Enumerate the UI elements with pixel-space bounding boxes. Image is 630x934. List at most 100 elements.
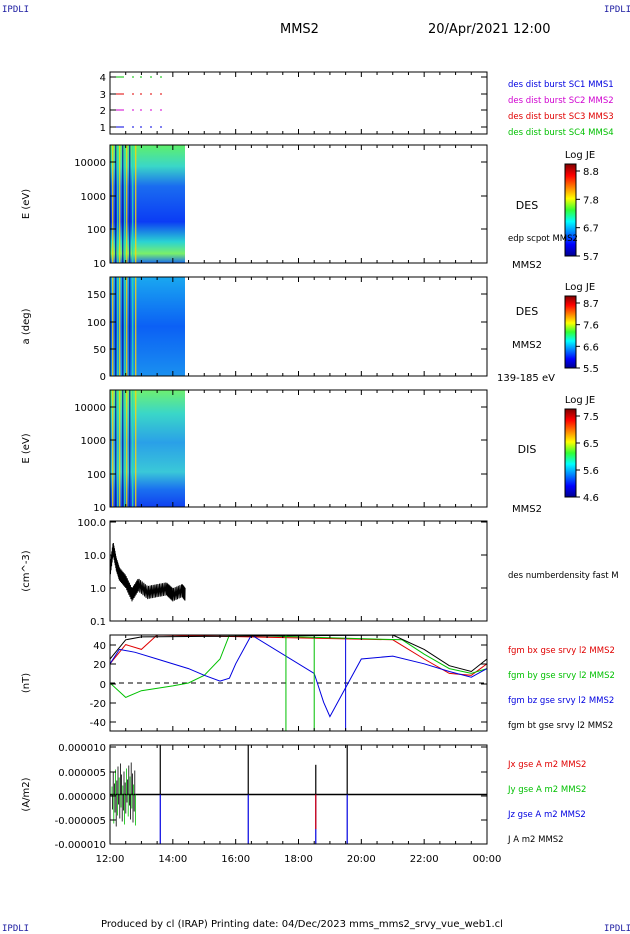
des-energy-spectrogram-stripe: [115, 145, 117, 263]
burst-dot: [150, 76, 152, 78]
current-legend-entry: Jx gse A m2 MMS2: [507, 760, 586, 770]
energy-range-label: 139-185 eV: [497, 373, 555, 384]
bfield-series-3: [110, 635, 487, 718]
y-tick-label: 20: [93, 660, 106, 671]
y-axis-label: (A/m2): [21, 777, 32, 811]
des-energy-spectrogram-stripe: [122, 145, 124, 263]
spectrogram-label: DES: [516, 305, 538, 318]
top-left-corner-label: IPDLI: [2, 5, 30, 15]
y-tick-label: -40: [90, 718, 106, 729]
dis-energy-spectrogram-stripe: [112, 390, 114, 507]
des-pitch-spectrogram-stripe: [115, 277, 117, 376]
y-tick-label: 40: [93, 641, 106, 652]
burst-dot: [132, 76, 134, 78]
des-pitch-spectrogram-stripe: [126, 277, 128, 376]
top-right-corner-label: IPDLI: [604, 5, 630, 15]
y-tick-label: 10000: [74, 403, 106, 414]
dis-energy-spectrogram-stripe: [122, 390, 124, 507]
y-tick-label: 100: [87, 225, 106, 236]
burst-dot: [140, 93, 142, 95]
y-tick-label: 0: [100, 372, 106, 383]
colorbar-tick-label: 8.7: [583, 299, 599, 310]
current-legend-entry: J A m2 MMS2: [507, 835, 564, 845]
burst-dot: [140, 109, 142, 111]
bfield-legend-entry: fgm by gse srvy l2 MMS2: [508, 671, 615, 681]
des-energy-spectrogram-stripe: [126, 145, 128, 263]
des-pitch-spectrogram-stripe: [132, 277, 134, 376]
dis-energy-spectrogram-stripe: [117, 390, 119, 507]
y-tick-label: -0.000005: [55, 816, 106, 827]
dis-energy-spectrogram-stripe: [129, 390, 131, 507]
density-legend: des numberdensity fast M: [508, 571, 619, 581]
spectrogram-label: DES: [516, 199, 538, 212]
dis-energy-spectrogram-stripe: [132, 390, 134, 507]
burst-dot: [150, 93, 152, 95]
des-pitch-spectrogram: [110, 277, 185, 376]
dis-energy-spectrogram-stripe: [115, 390, 117, 507]
colorbar-tick-label: 7.8: [583, 195, 599, 206]
burst-dot: [160, 93, 162, 95]
x-tick-label: 22:00: [410, 854, 439, 865]
scpot-note: edp scpot MMS2: [508, 234, 578, 244]
burst-dot: [132, 93, 134, 95]
des-energy-spectrogram-stripe: [135, 145, 137, 263]
des-energy-spectrogram-stripe: [124, 145, 126, 263]
des-energy-spectrogram-stripe: [117, 145, 119, 263]
des-energy-spectrogram: [110, 145, 185, 263]
colorbar-title: Log JE: [565, 150, 595, 161]
spectrogram-sublabel: MMS2: [512, 504, 542, 515]
x-tick-label: 20:00: [347, 854, 376, 865]
y-tick-label: 2: [100, 106, 106, 117]
bfield-series-1: [110, 635, 487, 676]
y-tick-label: 3: [100, 90, 106, 101]
panel-frame-1: [109, 71, 488, 135]
colorbar-tick-label: 4.6: [583, 493, 599, 504]
y-axis-label: (nT): [21, 673, 32, 693]
burst-legend-entry: des dist burst SC1 MMS1: [508, 80, 614, 90]
y-axis-label: E (eV): [21, 433, 32, 463]
burst-dot: [150, 126, 152, 128]
burst-dot: [160, 126, 162, 128]
y-tick-label: 10: [93, 259, 106, 270]
bfield-series-2: [110, 635, 487, 698]
colorbar: [564, 295, 577, 369]
des-pitch-spectrogram-stripe: [124, 277, 126, 376]
y-tick-label: 10: [93, 503, 106, 514]
colorbar-title: Log JE: [565, 395, 595, 406]
y-tick-label: 150: [87, 290, 106, 301]
colorbar-tick-label: 7.6: [583, 321, 599, 332]
colorbar-tick-label: 6.5: [583, 439, 599, 450]
spectrogram-label: DIS: [518, 443, 537, 456]
bottom-left-corner-label: IPDLI: [2, 924, 30, 934]
x-tick-label: 12:00: [96, 854, 125, 865]
y-tick-label: 1: [100, 123, 106, 134]
des-pitch-spectrogram-stripe: [117, 277, 119, 376]
colorbar: [564, 163, 577, 257]
des-pitch-spectrogram-stripe: [122, 277, 124, 376]
burst-dot: [132, 109, 134, 111]
y-tick-label: 100: [87, 470, 106, 481]
bfield-legend-entry: fgm bx gse srvy l2 MMS2: [508, 646, 615, 656]
bottom-right-corner-label: IPDLI: [604, 924, 630, 934]
y-axis-label: E (eV): [21, 189, 32, 219]
des-pitch-spectrogram-stripe: [119, 277, 121, 376]
des-energy-spectrogram-stripe: [119, 145, 121, 263]
colorbar-tick-label: 5.7: [583, 252, 599, 263]
burst-dot: [140, 76, 142, 78]
x-tick-label: 16:00: [221, 854, 250, 865]
y-tick-label: 0.1: [90, 617, 106, 628]
y-tick-label: 0.000000: [58, 792, 106, 803]
burst-legend-entry: des dist burst SC3 MMS3: [508, 112, 614, 122]
des-pitch-spectrogram-stripe: [135, 277, 137, 376]
y-tick-label: 50: [93, 345, 106, 356]
dis-energy-spectrogram-stripe: [124, 390, 126, 507]
y-tick-label: 1000: [81, 192, 106, 203]
burst-dot: [132, 126, 134, 128]
colorbar-tick-label: 8.8: [583, 167, 599, 178]
panel-frame-5: [109, 520, 488, 622]
colorbar-tick-label: 5.6: [583, 466, 599, 477]
colorbar-title: Log JE: [565, 282, 595, 293]
des-pitch-spectrogram-stripe: [129, 277, 131, 376]
x-tick-label: 14:00: [158, 854, 187, 865]
burst-dot: [160, 109, 162, 111]
